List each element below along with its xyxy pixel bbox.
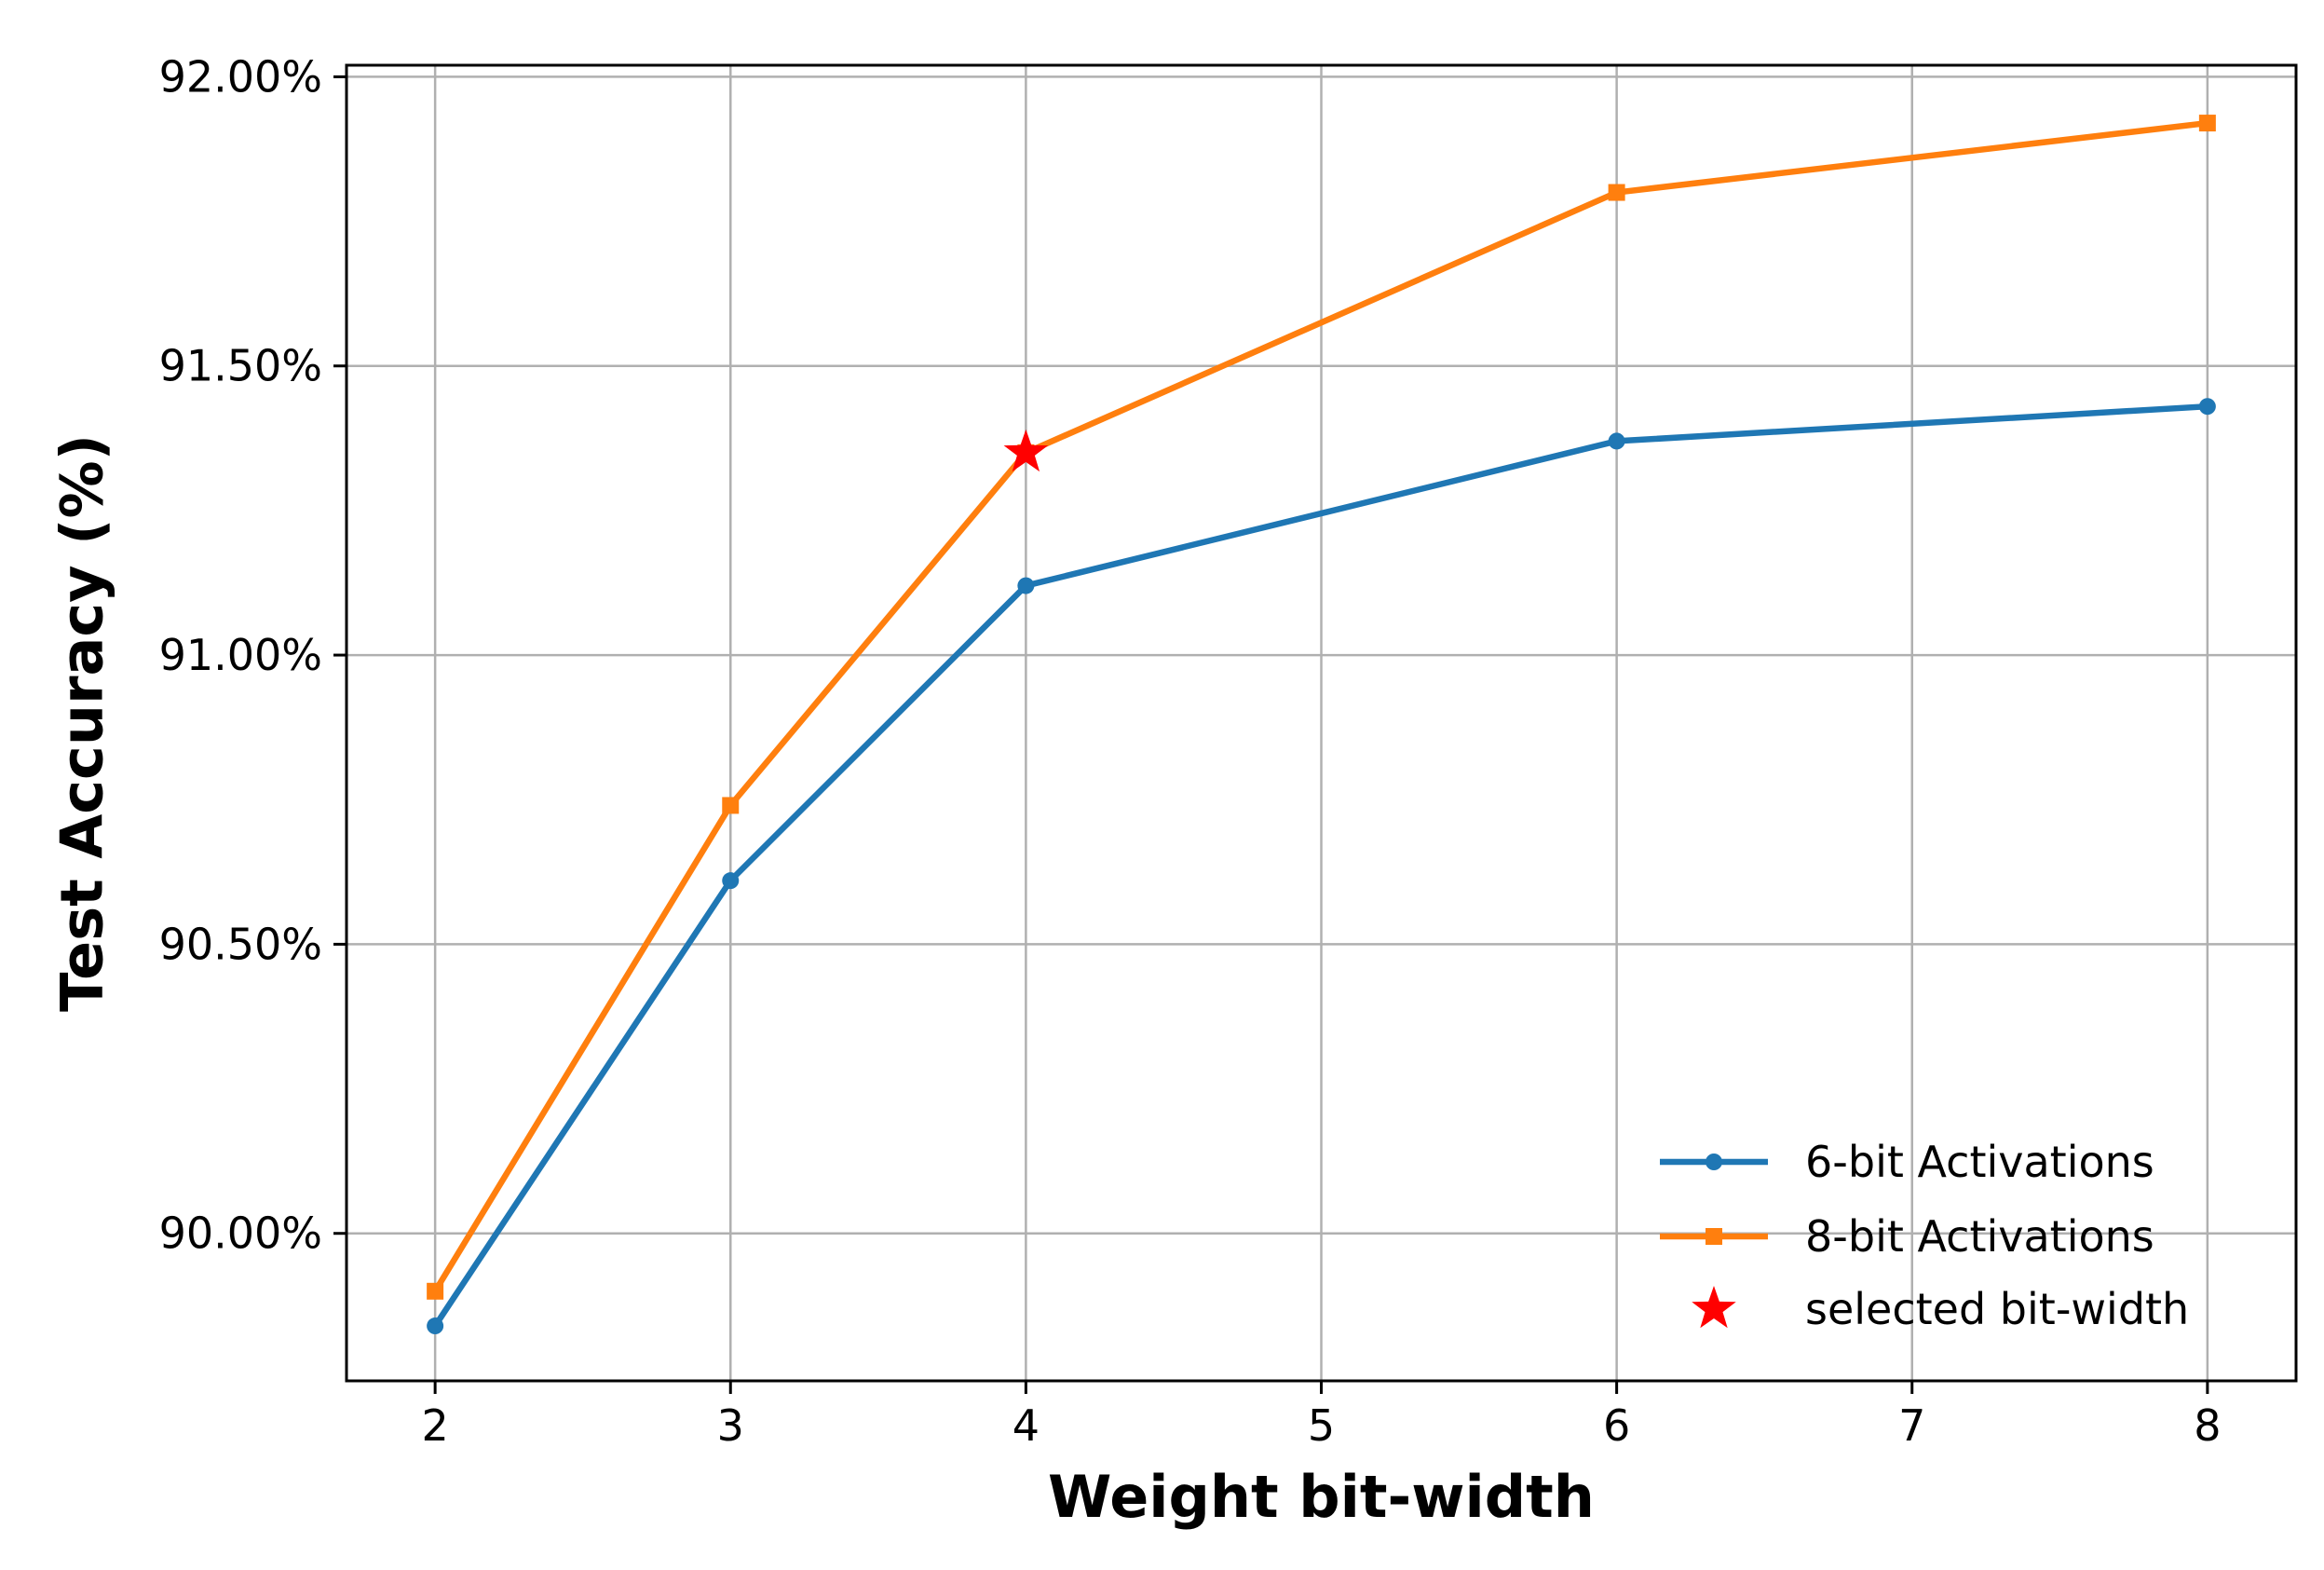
grid [347, 65, 2296, 1381]
data-point [722, 797, 740, 814]
legend-marker-8bit [1706, 1228, 1722, 1245]
legend-label-8bit: 8-bit Activations [1805, 1211, 2154, 1262]
y-tick-label: 90.50% [159, 919, 322, 969]
y-tick-label: 90.00% [159, 1208, 322, 1259]
legend-label-selected: selected bit-width [1805, 1284, 2189, 1334]
selected-bit-width-star-icon [1003, 429, 1049, 472]
x-tick-label: 3 [717, 1400, 744, 1451]
x-tick-label: 8 [2194, 1400, 2221, 1451]
y-axis-label: Test Accuracy (%) [48, 434, 116, 1012]
y-tick-label: 91.50% [159, 341, 322, 391]
data-point [1608, 432, 1625, 450]
y-tick-label: 91.00% [159, 630, 322, 680]
x-axis-label: Weight bit-width [1048, 1463, 1595, 1531]
data-point [1017, 577, 1035, 594]
x-tick-label: 6 [1603, 1400, 1630, 1451]
x-tick-label: 7 [1898, 1400, 1925, 1451]
data-point [427, 1282, 444, 1300]
plot-area [427, 115, 2216, 1335]
legend-marker-6bit [1706, 1154, 1722, 1170]
data-point [427, 1317, 444, 1335]
data-point [1608, 184, 1625, 201]
x-tick-label: 2 [421, 1400, 448, 1451]
legend-label-6bit: 6-bit Activations [1805, 1137, 2154, 1187]
axes: 2 3 4 5 6 7 8 90.00% 90.50% 91.00% 91.50% 92.00% [159, 51, 2222, 1451]
data-point [2198, 115, 2216, 132]
legend: 6-bit Activations 8-bit Activations sele… [1660, 1137, 2189, 1334]
data-point [722, 872, 740, 890]
legend-marker-star-icon [1692, 1286, 1736, 1329]
y-tick-label: 92.00% [159, 51, 322, 102]
data-point [2198, 398, 2216, 416]
x-tick-label: 5 [1308, 1400, 1335, 1451]
x-tick-label: 4 [1013, 1400, 1040, 1451]
